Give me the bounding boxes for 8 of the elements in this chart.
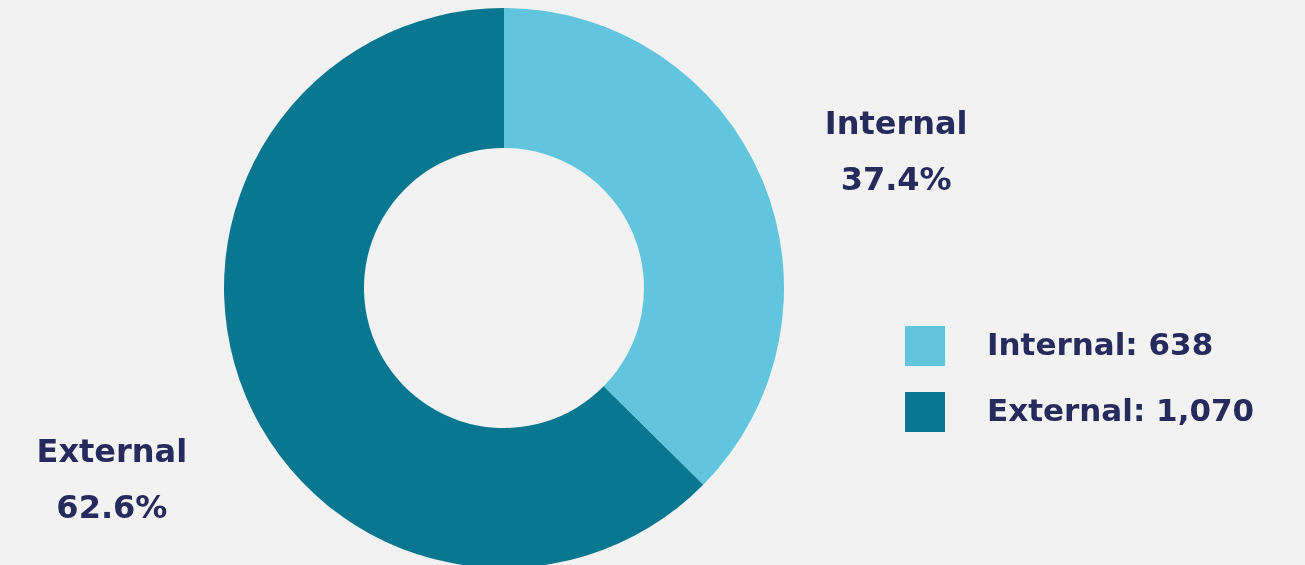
slice-label: External (36, 431, 188, 470)
donut-slice (224, 8, 704, 565)
text: Internal: 638 (987, 326, 1214, 362)
donut-slice (504, 8, 784, 485)
data-label: 37.4% (840, 160, 952, 199)
slice-label: Internal (824, 104, 968, 143)
data-label: 62.6% (56, 487, 168, 526)
text: External: 1,070 (987, 392, 1255, 428)
